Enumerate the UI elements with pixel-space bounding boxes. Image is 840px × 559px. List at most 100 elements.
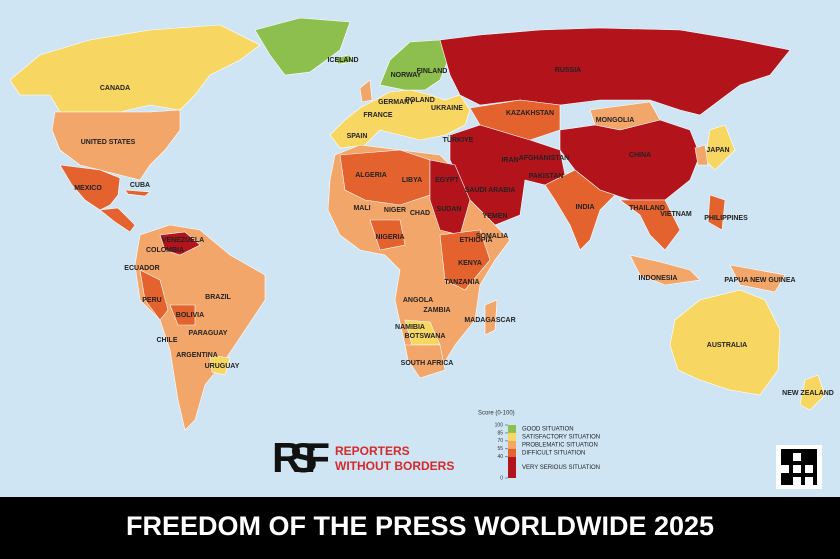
logo-line2: WITHOUT BORDERS bbox=[335, 459, 454, 473]
country-label: NEW ZEALAND bbox=[782, 390, 834, 397]
qr-module bbox=[789, 465, 793, 469]
qr-module bbox=[813, 473, 817, 477]
legend-tick-label: 40 bbox=[497, 454, 503, 460]
country-label: BOTSWANA bbox=[405, 333, 446, 340]
qr-module bbox=[785, 481, 789, 485]
land-region bbox=[169, 304, 196, 326]
land-region bbox=[439, 229, 491, 291]
country-label: ALGERIA bbox=[355, 172, 387, 179]
country-label: SOMALIA bbox=[476, 233, 508, 240]
land-region bbox=[134, 224, 266, 431]
qr-module bbox=[805, 461, 809, 465]
qr-module bbox=[809, 449, 813, 453]
logo-line1: REPORTERS bbox=[335, 444, 410, 458]
country-label: AFGHANISTAN bbox=[519, 155, 569, 162]
country-label: YEMEN bbox=[483, 213, 508, 220]
land-region bbox=[59, 164, 121, 211]
qr-module bbox=[813, 469, 817, 473]
country-label: BOLIVIA bbox=[176, 312, 204, 319]
country-label: EGYPT bbox=[435, 177, 459, 184]
land-region bbox=[439, 27, 791, 116]
qr-module bbox=[809, 473, 813, 477]
logo: RSF REPORTERS WITHOUT BORDERS bbox=[272, 434, 454, 481]
legend-label: DIFFICULT SITUATION bbox=[522, 450, 585, 456]
country-label: CHINA bbox=[629, 152, 651, 159]
land-region bbox=[124, 189, 151, 197]
land-region bbox=[209, 354, 231, 376]
qr-module bbox=[813, 453, 817, 457]
legend-swatch bbox=[508, 432, 516, 441]
qr-module bbox=[813, 457, 817, 461]
land-region bbox=[369, 219, 406, 251]
qr-module bbox=[789, 461, 793, 465]
qr-module bbox=[801, 469, 805, 473]
country-label: IRAN bbox=[501, 157, 518, 164]
country-label: TÜRKIYE bbox=[443, 135, 474, 144]
country-label: RUSSIA bbox=[555, 67, 581, 74]
land-region bbox=[339, 149, 431, 206]
qr-module bbox=[805, 473, 809, 477]
qr-module bbox=[801, 481, 805, 485]
legend-tick-label: 0 bbox=[500, 475, 503, 481]
legend-swatch bbox=[508, 448, 516, 457]
qr-module bbox=[797, 461, 801, 465]
legend-scale-label: Score (0-100) bbox=[478, 411, 515, 417]
qr-module bbox=[781, 461, 785, 465]
legend-label: PROBLEMATIC SITUATION bbox=[522, 442, 598, 448]
qr-module bbox=[809, 461, 813, 465]
country-label: NIGER bbox=[384, 207, 406, 214]
country-label: NORWAY bbox=[391, 72, 422, 79]
country-label: UNITED STATES bbox=[81, 139, 136, 146]
land-region bbox=[359, 79, 373, 103]
country-label: INDIA bbox=[575, 204, 594, 211]
country-label: BRAZIL bbox=[205, 294, 231, 301]
qr-module bbox=[785, 461, 789, 465]
legend-tick-label: 100 bbox=[495, 422, 504, 428]
country-label: GERMANY bbox=[378, 99, 414, 106]
country-label: CANADA bbox=[100, 85, 130, 92]
country-label: CUBA bbox=[130, 182, 150, 189]
country-label: TANZANIA bbox=[444, 279, 479, 286]
qr-module bbox=[781, 449, 785, 453]
qr-module bbox=[805, 449, 809, 453]
country-label: SPAIN bbox=[347, 133, 368, 140]
land-region bbox=[159, 231, 201, 256]
legend-tick-label: 55 bbox=[497, 446, 503, 452]
land-region bbox=[51, 109, 181, 181]
country-label: MALI bbox=[353, 205, 370, 212]
qr-module bbox=[785, 477, 789, 481]
country-label: SOUTH AFRICA bbox=[401, 360, 454, 367]
qr-module bbox=[785, 453, 789, 457]
country-label: NAMIBIA bbox=[395, 324, 425, 331]
legend-label: GOOD SITUATION bbox=[522, 427, 574, 433]
land-region bbox=[9, 24, 261, 113]
country-label: KENYA bbox=[458, 260, 482, 267]
qr-module bbox=[789, 473, 793, 477]
country-label: MADAGASCAR bbox=[464, 317, 515, 324]
country-label: FINLAND bbox=[417, 68, 448, 75]
qr-module bbox=[789, 457, 793, 461]
qr-module bbox=[789, 469, 793, 473]
country-label: LIBYA bbox=[402, 177, 422, 184]
country-label: PERU bbox=[142, 297, 161, 304]
country-label: ETHIOPIA bbox=[459, 237, 492, 244]
qr-module bbox=[785, 457, 789, 461]
qr-module bbox=[813, 465, 817, 469]
logo-mark: RSF bbox=[272, 434, 330, 481]
qr-module bbox=[785, 449, 789, 453]
qr-module bbox=[781, 453, 785, 457]
qr-module bbox=[805, 457, 809, 461]
qr-module bbox=[805, 453, 809, 457]
qr-module bbox=[789, 453, 793, 457]
qr-module bbox=[801, 461, 805, 465]
legend-label: VERY SERIOUS SITUATION bbox=[522, 465, 600, 471]
land-region bbox=[404, 344, 446, 379]
country-label: ANGOLA bbox=[403, 297, 433, 304]
country-label: NIGERIA bbox=[375, 234, 404, 241]
qr-code bbox=[776, 445, 822, 489]
country-label: JAPAN bbox=[706, 147, 729, 154]
qr-module bbox=[793, 473, 797, 477]
country-label: PARAGUAY bbox=[189, 330, 228, 337]
country-label: UKRAINE bbox=[431, 105, 463, 112]
